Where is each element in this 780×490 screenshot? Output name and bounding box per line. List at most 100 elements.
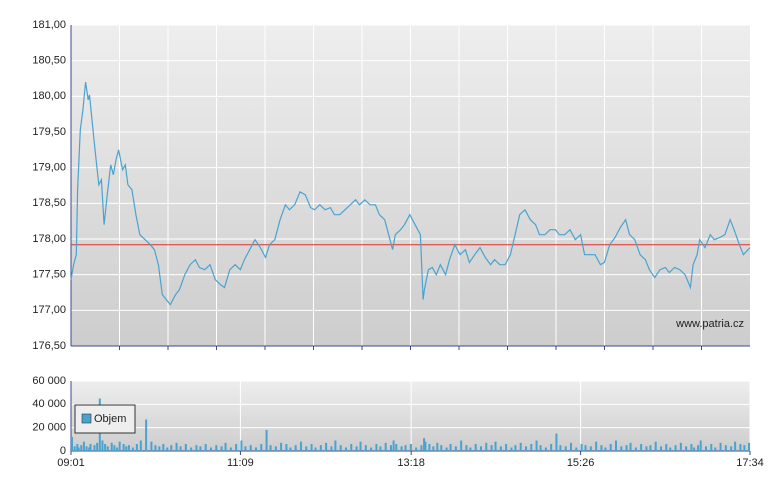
volume-bar [485,442,488,451]
x-tick-label: 11:09 [227,457,254,469]
volume-bar [244,446,247,451]
volume-bar [739,444,742,451]
volume-bar [604,447,607,451]
volume-bar [469,447,472,451]
volume-bar [400,446,403,451]
volume-bar [436,442,439,451]
volume-bar [734,441,737,451]
volume-bar [445,447,448,451]
volume-bar [135,444,138,451]
volume-bar [355,446,358,451]
x-tick-label: 13:18 [397,457,425,469]
volume-bar [730,446,733,451]
volume-bar [209,447,212,451]
volume-bar [519,442,522,451]
volume-bar [85,446,88,451]
volume-bar [150,441,153,451]
y-tick-label: 177,00 [32,304,66,316]
y-tick-label: 181,00 [32,19,66,31]
volume-bar [514,445,517,451]
x-tick-label: 15:26 [567,457,595,469]
y-tick-label: 179,00 [32,162,66,174]
y-tick-label: 179,50 [32,126,66,138]
legend: Objem [74,404,136,434]
volume-bar [179,446,182,451]
volume-bar [690,444,693,451]
volume-bar [274,446,277,451]
volume-bar [584,445,587,451]
volume-bar [423,438,426,451]
volume-bar [609,444,612,451]
x-tick-label: 17:34 [736,457,764,469]
volume-bar [330,446,333,451]
volume-bar [693,447,696,451]
volume-bar [113,445,116,451]
volume-bar [104,444,107,451]
volume-bar [524,446,527,451]
volume-bar [93,445,96,451]
volume-bar [77,447,80,451]
volume-bar [420,445,423,451]
y-tick-label: 177,50 [32,269,66,281]
volume-bar [294,445,297,451]
volume-bar [409,444,412,451]
volume-bar [265,430,268,451]
volume-bar [600,445,603,451]
volume-bar [125,446,128,451]
volume-bar [314,447,317,451]
volume-bar [280,442,283,451]
volume-bar [215,445,218,451]
volume-bar [89,444,92,451]
volume-bar [319,445,322,451]
volume-bar [640,444,643,451]
volume-bar [629,442,632,451]
volume-bar [395,444,398,451]
volume-bar [530,444,533,451]
volume-bar [714,447,717,451]
y-tick-label: 176,50 [32,340,66,352]
volume-bar [195,445,198,451]
volume-bar [269,445,272,451]
volume-bar [224,442,227,451]
volume-bar [595,441,598,451]
volume-bar [122,444,125,451]
volume-bar [184,444,187,451]
volume-bar [669,447,672,451]
volume-bar [614,440,617,451]
volume-bar [299,441,302,451]
volume-bar [454,446,457,451]
volume-bar [80,445,83,451]
volume-bar [285,444,288,451]
volume-bar [575,447,578,451]
volume-plot-area [71,381,750,451]
volume-bar [370,447,373,451]
volume-bar [674,445,677,451]
volume-bar [699,440,702,451]
volume-bar [625,445,628,451]
x-tick-label: 09:01 [57,457,85,469]
volume-bar [71,437,73,451]
volume-bar [158,446,161,451]
volume-bar [88,447,91,451]
volume-bar [589,446,592,451]
volume-bar [116,447,119,451]
volume-bar [479,446,482,451]
volume-bar [569,442,572,451]
volume-bar [235,444,238,451]
volume-bar [424,441,427,451]
volume-bar [145,419,148,451]
volume-bar [649,445,652,451]
volume-bar [106,446,109,451]
volume-bar [748,442,750,451]
volume-bar [229,447,232,451]
volume-bar [240,440,243,451]
volume-bar [364,445,367,451]
volume-bar [101,440,104,451]
volume-bar [555,433,558,451]
legend-swatch [81,413,92,424]
y-tick-label: 180,00 [32,90,66,102]
volume-bar [76,444,79,451]
volume-bar [384,442,387,451]
volume-bar [428,444,431,451]
